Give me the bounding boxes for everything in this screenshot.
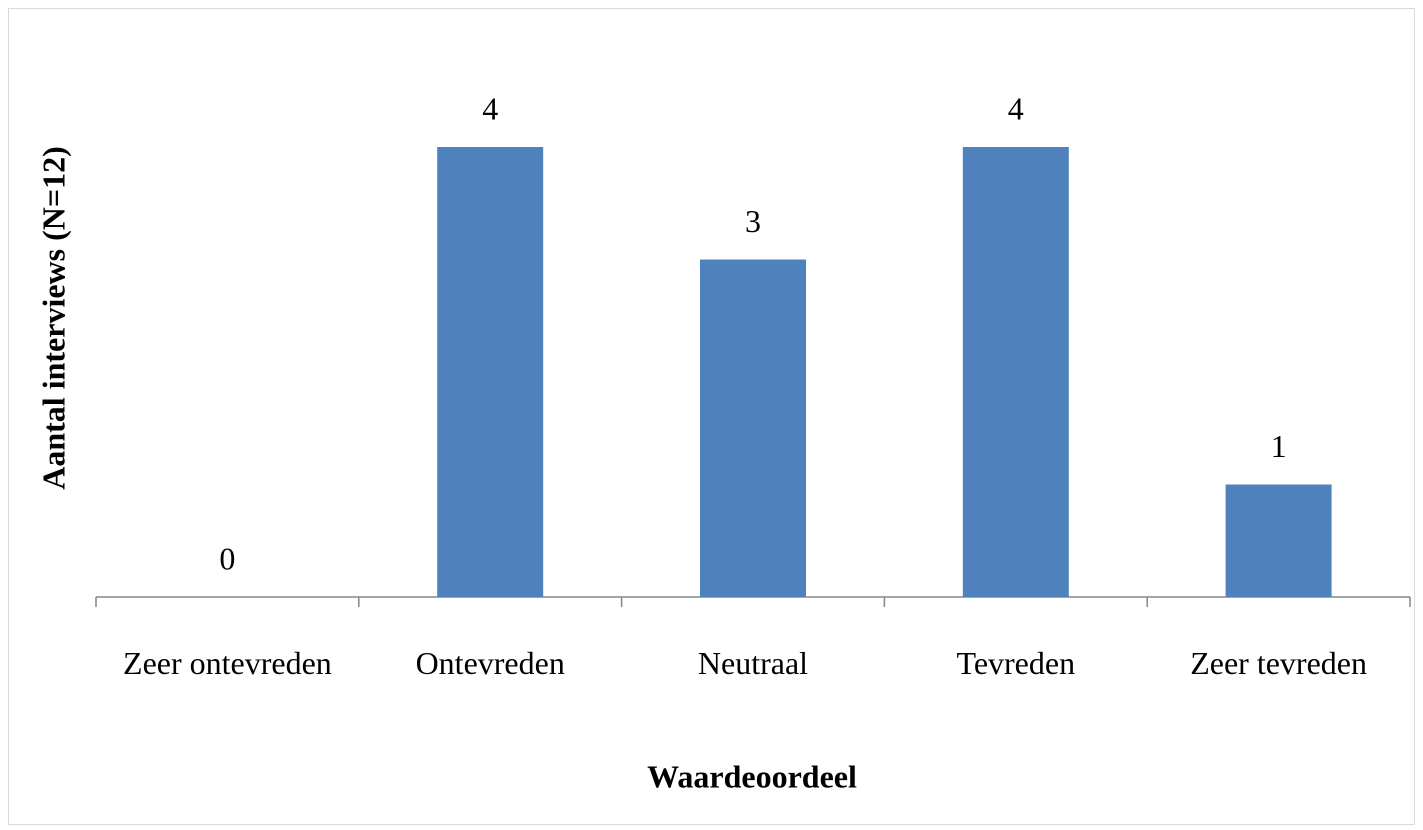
data-label: 1 bbox=[1271, 428, 1287, 464]
data-label: 3 bbox=[745, 203, 761, 239]
data-label: 0 bbox=[219, 540, 235, 576]
bar bbox=[962, 147, 1069, 597]
x-tick-label: Neutraal bbox=[697, 645, 809, 681]
x-axis-title: Waardeoordeel bbox=[647, 758, 857, 794]
bar bbox=[1225, 484, 1332, 597]
bar bbox=[437, 147, 544, 597]
x-tick-label: Zeer ontevreden bbox=[123, 645, 332, 681]
bar bbox=[700, 259, 806, 597]
x-tick-label: Ontevreden bbox=[415, 645, 565, 681]
x-tick-label: Tevreden bbox=[956, 645, 1076, 681]
y-axis-title: Aantal interviews (N=12) bbox=[35, 146, 71, 490]
x-tick-label: Zeer tevreden bbox=[1190, 645, 1367, 681]
data-label: 4 bbox=[1008, 90, 1024, 126]
data-label: 4 bbox=[482, 90, 498, 126]
